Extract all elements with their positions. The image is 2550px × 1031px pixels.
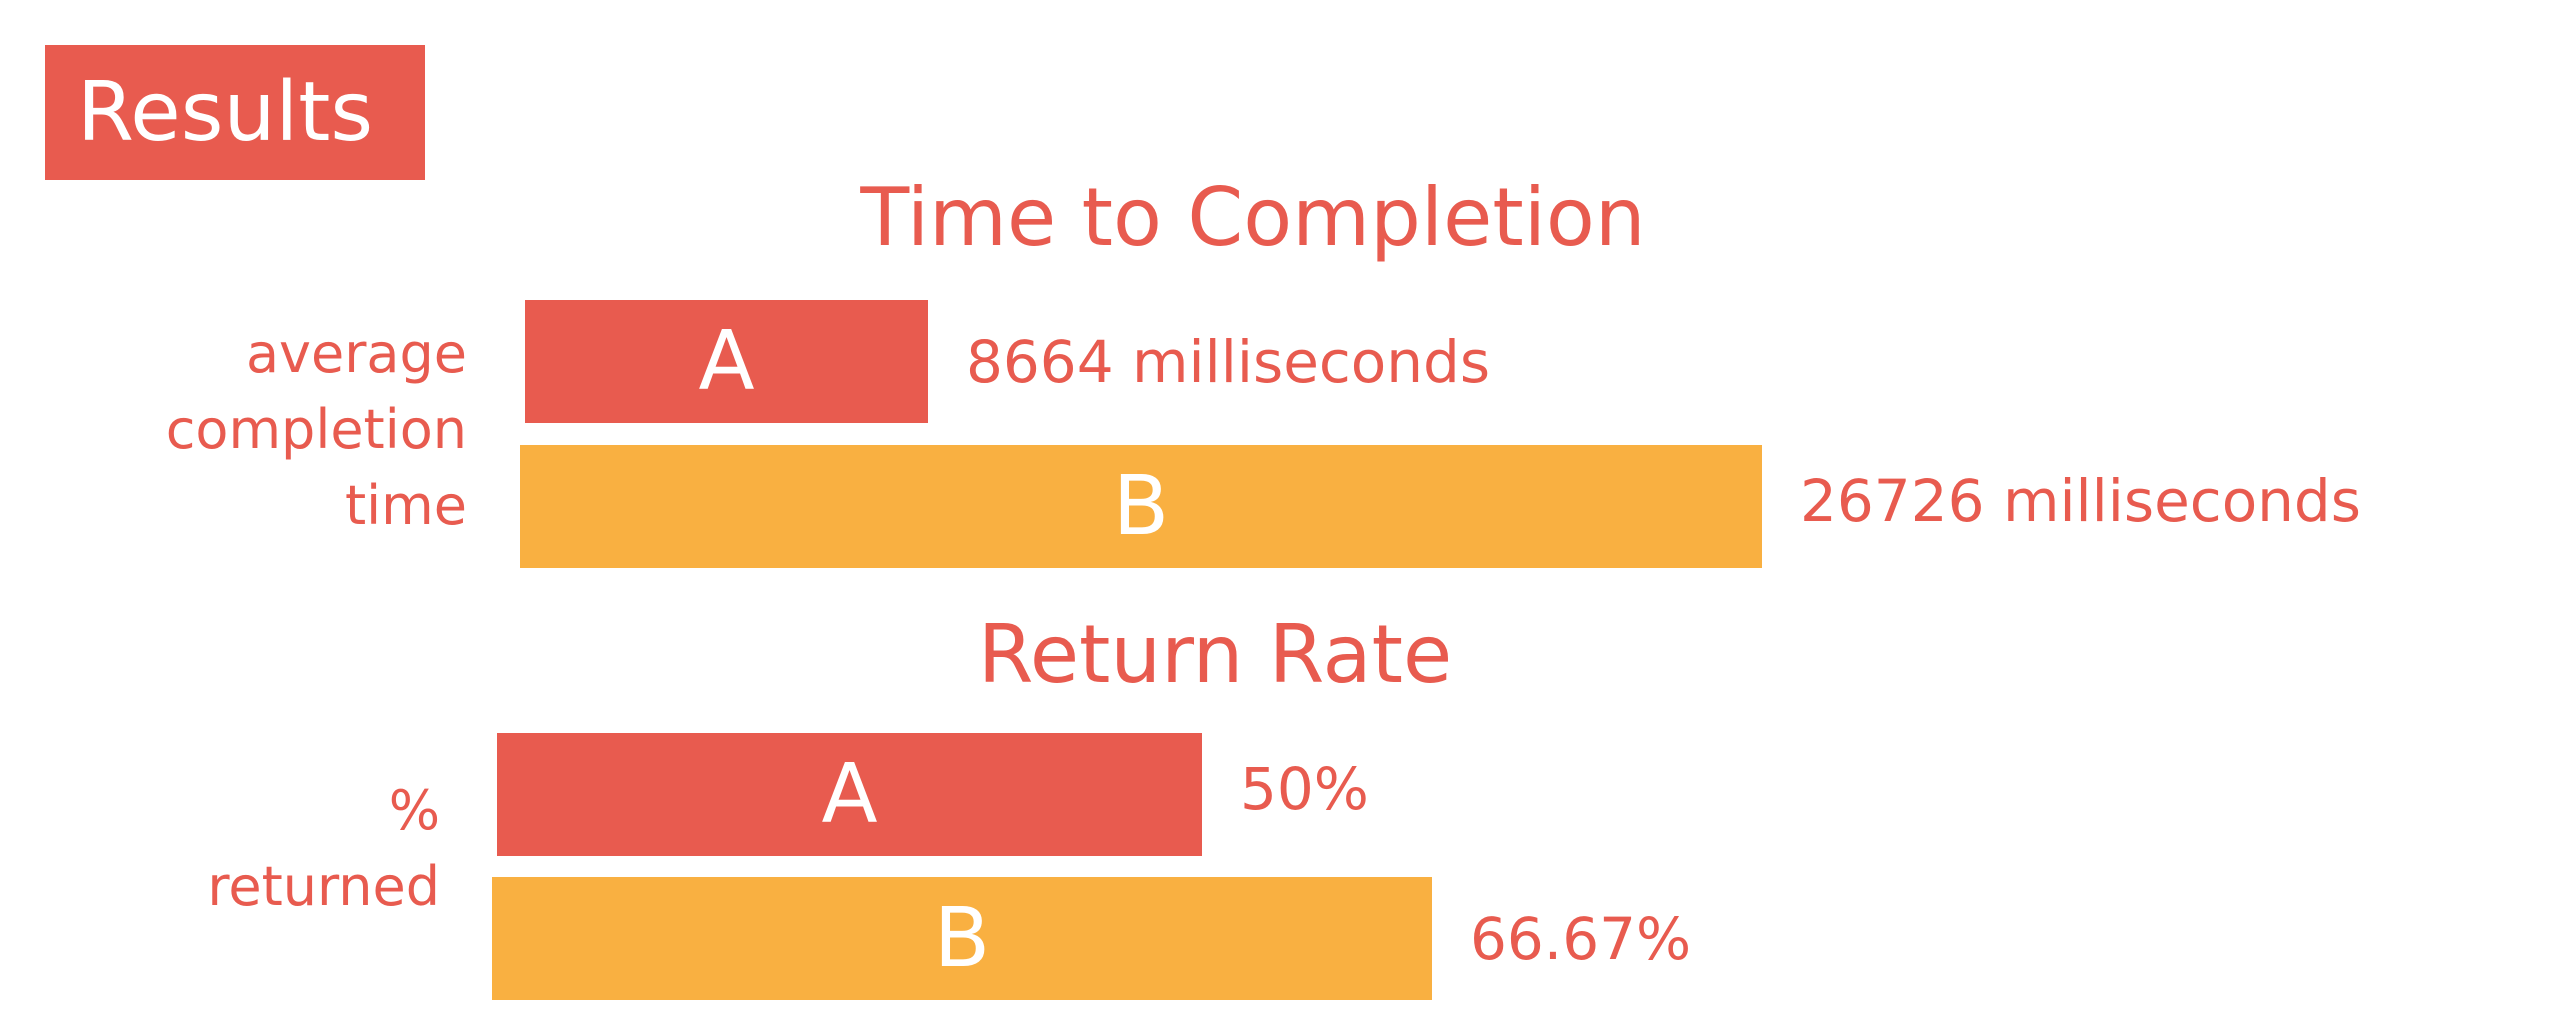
value-label-b-completion-time: 26726 milliseconds — [1800, 467, 2361, 535]
bar-a-completion-time: A — [525, 300, 928, 423]
axis-label-average-completion-time: average completion time — [165, 322, 467, 537]
value-label-b-return-rate: 66.67% — [1470, 905, 1692, 973]
bar-b-completion-time: B — [520, 445, 1762, 568]
bar-a-return-rate: A — [497, 733, 1202, 856]
value-label-a-completion-time: 8664 milliseconds — [966, 328, 1491, 396]
chart-title-time-to-completion: Time to Completion — [860, 171, 1646, 264]
bar-b-return-rate: B — [492, 877, 1432, 1000]
chart-title-return-rate: Return Rate — [977, 608, 1453, 701]
value-label-a-return-rate: 50% — [1240, 755, 1369, 823]
axis-label-percent-returned: % returned — [207, 779, 440, 918]
results-badge: Results — [45, 45, 425, 180]
